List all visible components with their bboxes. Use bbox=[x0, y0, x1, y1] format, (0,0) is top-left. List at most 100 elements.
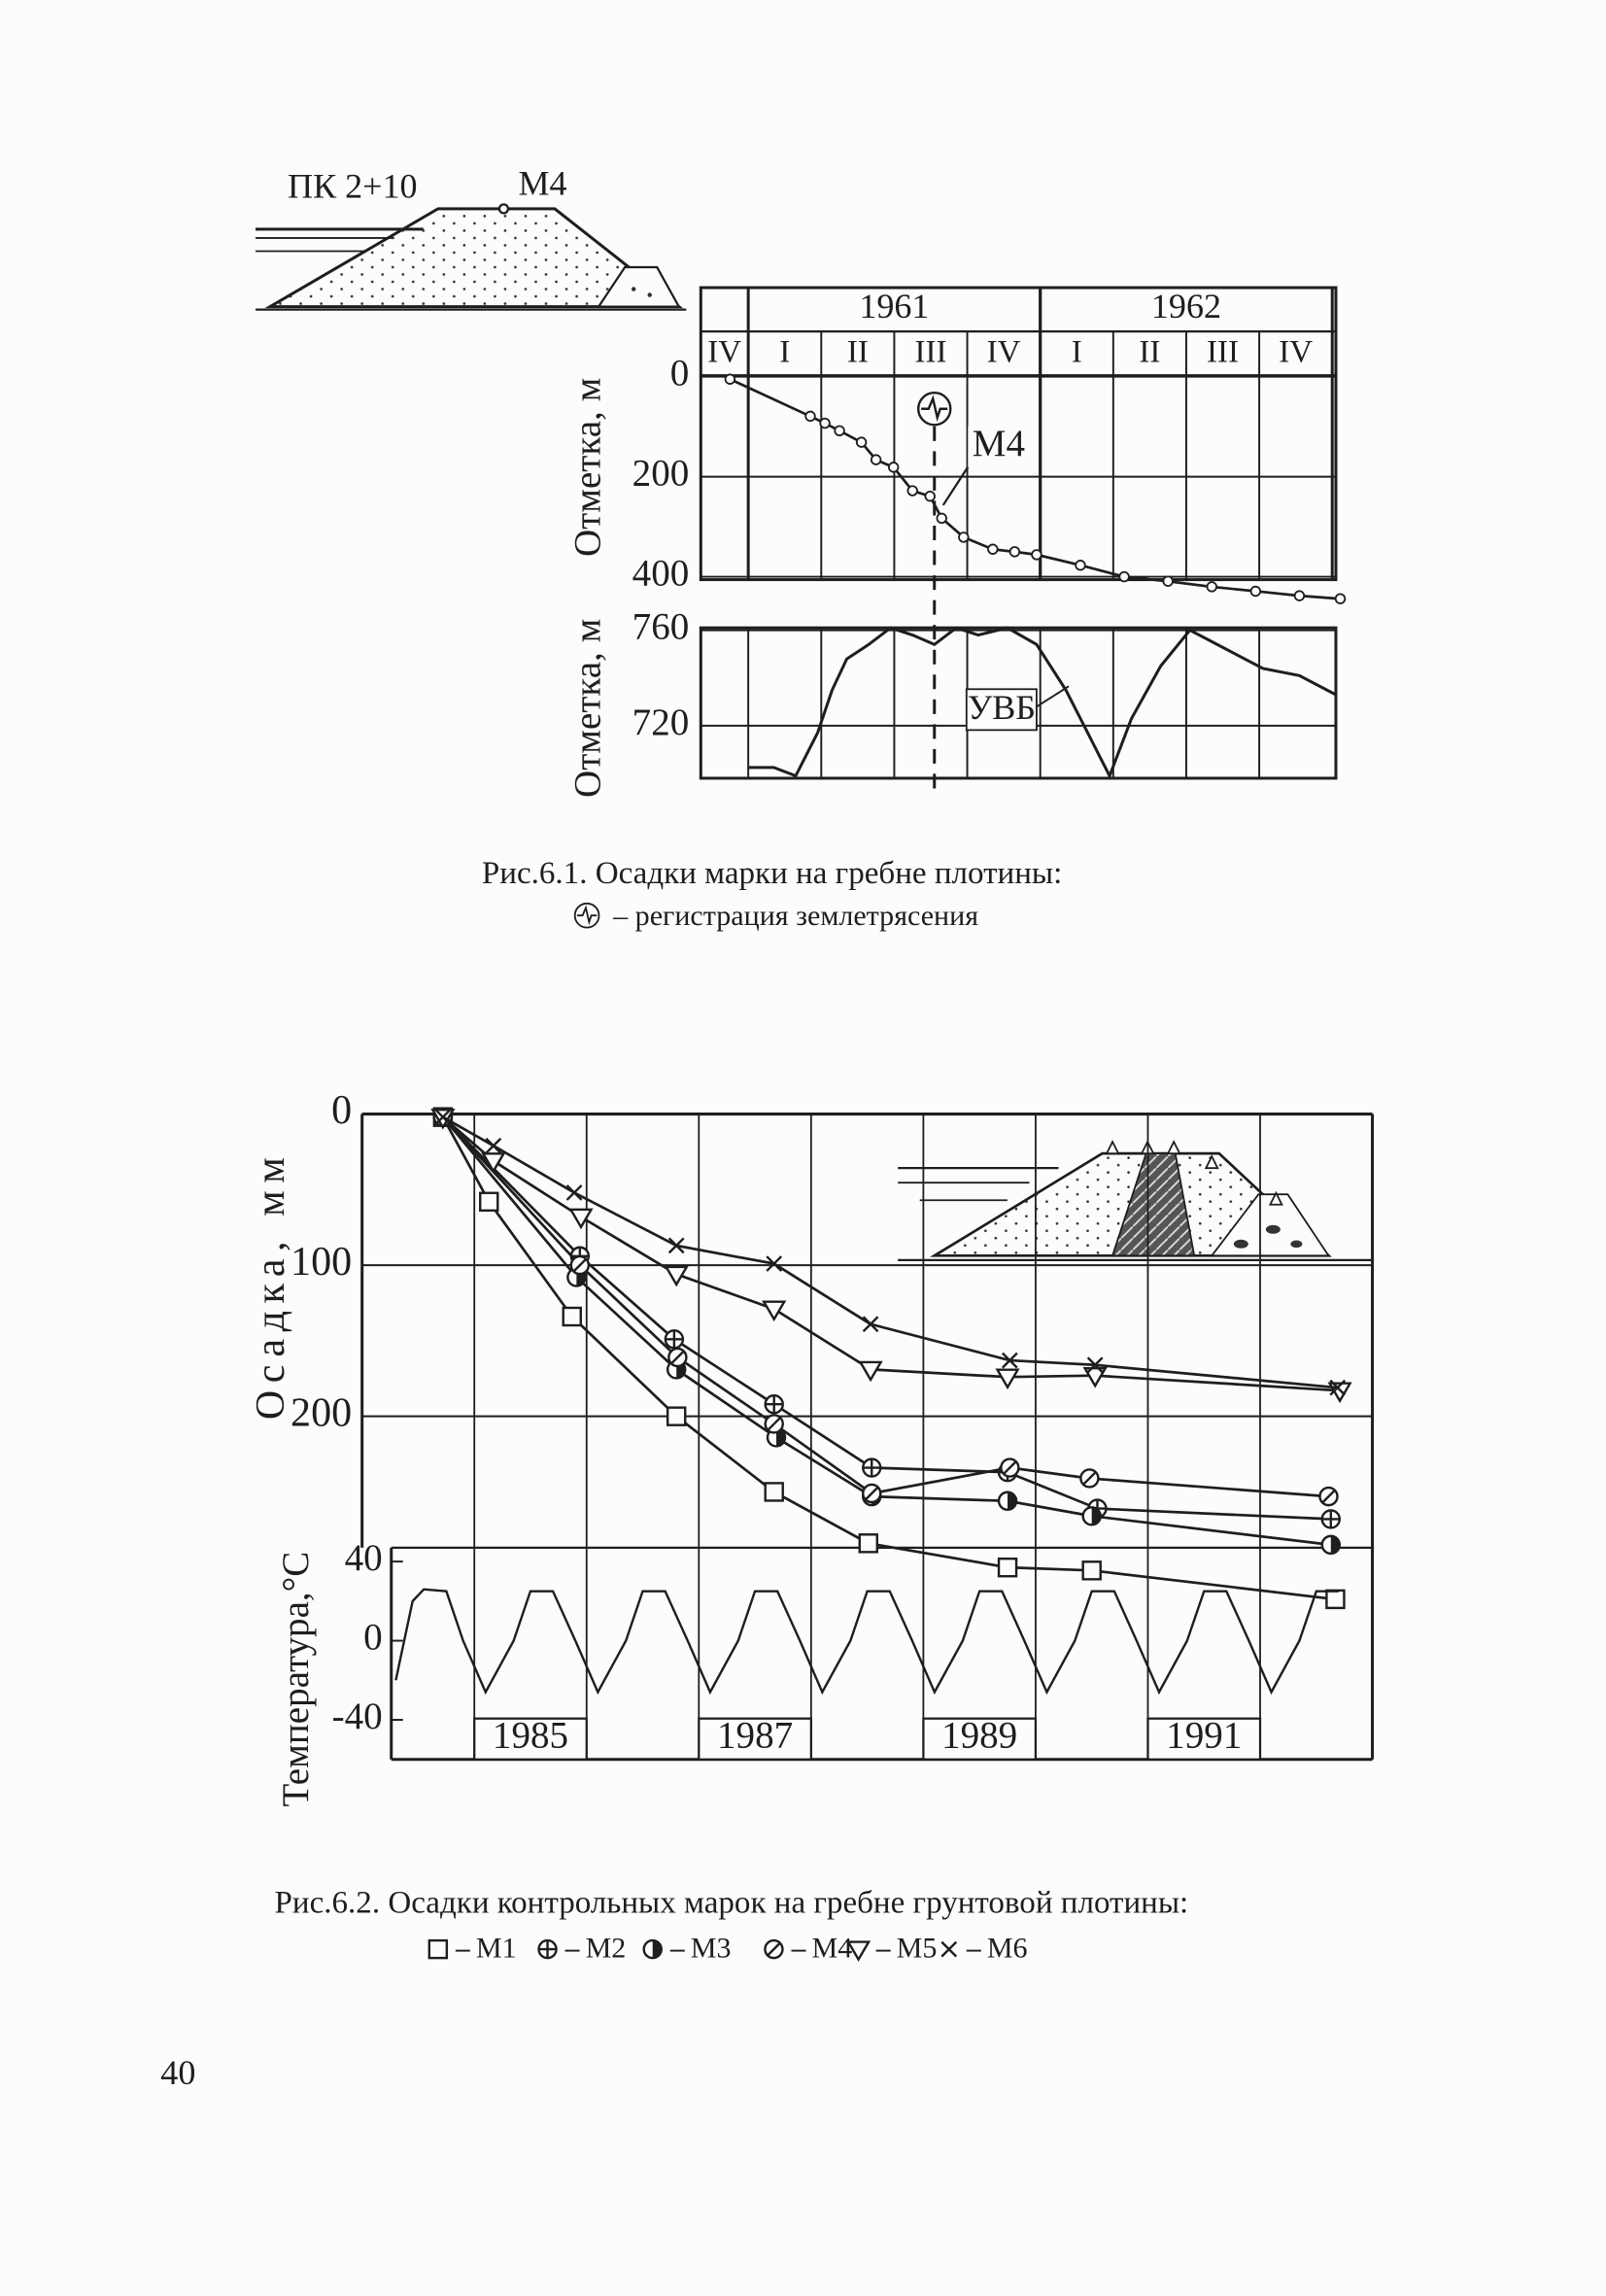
data-point bbox=[1075, 560, 1086, 571]
marker-half bbox=[1091, 1507, 1101, 1525]
data-point bbox=[562, 1306, 582, 1327]
marker-square bbox=[666, 1406, 687, 1426]
marker-triangle bbox=[762, 1300, 787, 1322]
data-point bbox=[1081, 1560, 1102, 1581]
marker-half bbox=[1330, 1535, 1340, 1554]
marker-half bbox=[652, 1940, 662, 1959]
marker-triangle bbox=[858, 1360, 883, 1383]
earthquake-icon bbox=[917, 392, 952, 427]
quarter-label: I bbox=[1072, 335, 1082, 370]
marker-dot bbox=[958, 531, 970, 543]
annotation-leader bbox=[1036, 685, 1070, 708]
data-point bbox=[887, 462, 900, 473]
data-point bbox=[1008, 546, 1021, 558]
marker-dot bbox=[855, 436, 868, 448]
data-point bbox=[1334, 593, 1347, 604]
annotation-box bbox=[965, 688, 1038, 732]
data-point bbox=[565, 1184, 583, 1201]
settlement-curve bbox=[441, 1115, 1331, 1521]
data-point bbox=[1079, 1468, 1100, 1489]
year-label: 1961 bbox=[859, 287, 929, 326]
data-point bbox=[664, 1265, 689, 1287]
data-point bbox=[537, 1938, 558, 1960]
data-point bbox=[1329, 1379, 1347, 1396]
data-point bbox=[870, 454, 882, 465]
marker-cross bbox=[1001, 1352, 1018, 1369]
marker-square bbox=[479, 1191, 499, 1212]
data-point bbox=[858, 1360, 883, 1383]
marker-dot bbox=[987, 543, 999, 555]
marker-square bbox=[1325, 1589, 1346, 1610]
marker-dot bbox=[1334, 593, 1347, 604]
y-axis-label: Отметка, м bbox=[567, 619, 609, 798]
data-point bbox=[1325, 1589, 1346, 1610]
x-tick-label: 1989 bbox=[941, 1715, 1017, 1757]
legend-label: М6 bbox=[987, 1932, 1028, 1965]
data-point bbox=[995, 1368, 1020, 1390]
marker-slash bbox=[1081, 1470, 1098, 1487]
y-tick-label: 0 bbox=[670, 353, 690, 394]
caption: Рис.6.1. Осадки марки на гребне плотины: bbox=[482, 856, 1062, 891]
marker-slash bbox=[1320, 1489, 1337, 1504]
marker-square bbox=[858, 1533, 878, 1554]
x-tick-label: 1985 bbox=[493, 1715, 568, 1757]
marker-cross bbox=[485, 1137, 502, 1154]
marker-cross bbox=[565, 1184, 583, 1201]
marker-triangle bbox=[845, 1940, 871, 1963]
data-point bbox=[855, 436, 868, 448]
marker-dot bbox=[1031, 549, 1042, 561]
water-level-line bbox=[747, 626, 1337, 780]
data-point bbox=[764, 1393, 784, 1415]
data-point bbox=[906, 485, 918, 497]
data-point bbox=[940, 1940, 958, 1958]
data-point bbox=[481, 1152, 506, 1174]
marker-cross bbox=[862, 1316, 879, 1333]
data-point bbox=[667, 1347, 688, 1368]
marker-dot bbox=[870, 454, 882, 465]
icon-wave bbox=[921, 394, 948, 423]
data-point bbox=[568, 1208, 594, 1230]
data-point bbox=[1000, 1457, 1020, 1478]
data-point bbox=[764, 1414, 784, 1434]
y-tick-label: 720 bbox=[632, 702, 690, 743]
data-point bbox=[858, 1533, 878, 1554]
marker-plus bbox=[765, 1395, 783, 1414]
data-point bbox=[1249, 585, 1262, 598]
data-point bbox=[1001, 1352, 1018, 1369]
marker-slash bbox=[572, 1257, 588, 1273]
caption: Рис.6.2. Осадки контрольных марок на гре… bbox=[275, 1886, 1189, 1921]
marker-plus bbox=[538, 1940, 557, 1959]
data-point bbox=[1086, 1356, 1104, 1374]
quarter-label: III bbox=[914, 335, 946, 370]
quarter-label: IV bbox=[987, 335, 1021, 370]
data-point bbox=[1162, 575, 1174, 587]
data-point bbox=[936, 512, 947, 525]
data-point bbox=[569, 1254, 591, 1276]
marker-dot bbox=[1206, 581, 1217, 593]
y-tick-label: 0 bbox=[363, 1617, 383, 1659]
year-box bbox=[1146, 1717, 1262, 1761]
legend-label: М2 bbox=[586, 1932, 627, 1965]
legend-label: М5 bbox=[897, 1932, 938, 1965]
marker-triangle bbox=[664, 1265, 689, 1287]
data-point bbox=[479, 1191, 499, 1212]
y-tick-label: 760 bbox=[632, 606, 690, 648]
data-point bbox=[1293, 590, 1306, 601]
data-point bbox=[1081, 1506, 1102, 1526]
quarter-label: II bbox=[847, 335, 869, 370]
marker-slash bbox=[669, 1350, 685, 1365]
temperature-line bbox=[394, 1588, 1339, 1696]
earthquake-icon bbox=[573, 902, 600, 929]
marker-dot bbox=[887, 462, 900, 473]
data-point bbox=[1118, 570, 1130, 583]
sketch-label: ПК 2+10 bbox=[288, 167, 418, 206]
y-tick-label: 400 bbox=[632, 553, 690, 595]
marker-square bbox=[764, 1482, 784, 1502]
data-point bbox=[1318, 1486, 1339, 1507]
data-point bbox=[958, 531, 970, 543]
data-point bbox=[924, 490, 936, 502]
settlement-curve bbox=[441, 1115, 1329, 1498]
data-point bbox=[819, 417, 831, 429]
data-point bbox=[667, 1237, 685, 1254]
data-point bbox=[642, 1938, 663, 1960]
